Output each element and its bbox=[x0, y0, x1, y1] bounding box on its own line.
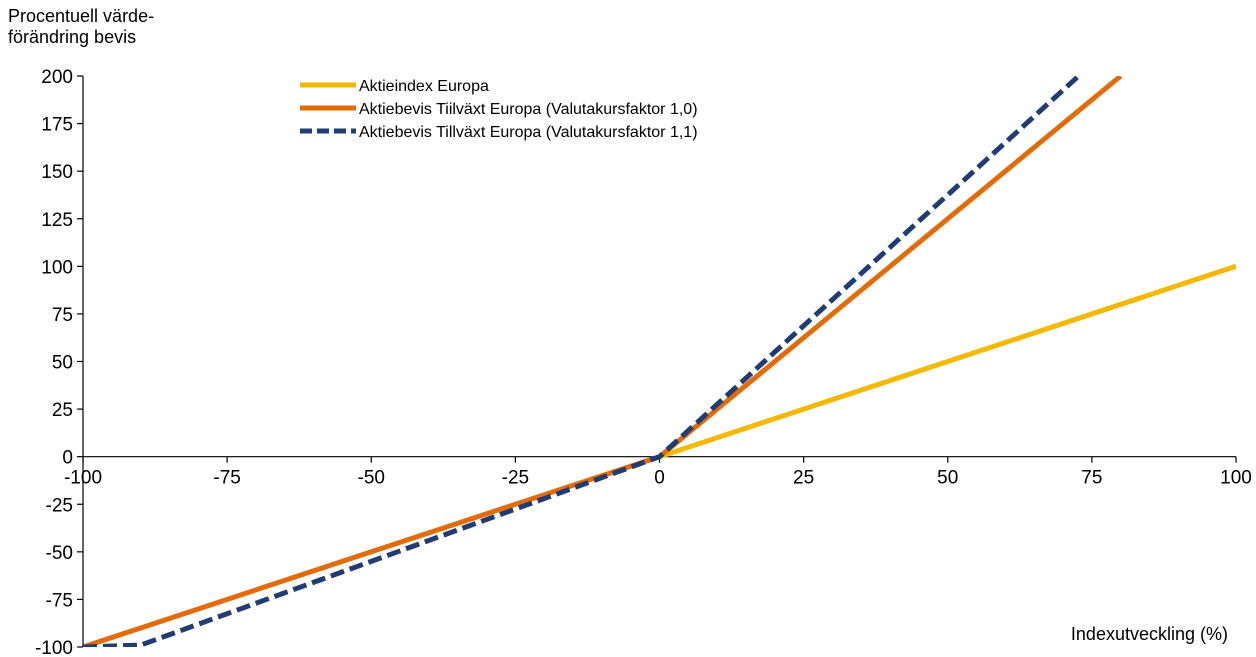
y-tick-label: -100 bbox=[35, 638, 73, 657]
y-axis-label-line-1: Procentuell värde- bbox=[8, 6, 155, 26]
x-tick-label: -25 bbox=[502, 468, 529, 489]
y-tick-label: 200 bbox=[41, 67, 73, 88]
y-tick-label: 75 bbox=[52, 305, 73, 326]
x-tick-label: 25 bbox=[793, 468, 814, 489]
legend: Aktieindex Europa Aktiebevis Tiilväxt Eur… bbox=[300, 78, 698, 141]
y-tick-label: 25 bbox=[52, 400, 73, 421]
axes: 200 175 150 125 100 75 50 25 0 -25 -50 -75 -100 -100 -… bbox=[35, 67, 1252, 657]
y-tick-label: 50 bbox=[52, 353, 73, 374]
x-tick-label: 75 bbox=[1081, 468, 1102, 489]
series-line-2 bbox=[83, 76, 1123, 647]
y-tick-label: 100 bbox=[41, 257, 73, 278]
x-tick-label: -50 bbox=[358, 468, 385, 489]
y-tick-label: -75 bbox=[46, 590, 73, 611]
x-tick-label: -75 bbox=[213, 468, 240, 489]
x-tick-label: 100 bbox=[1220, 468, 1252, 489]
y-tick-label: 175 bbox=[41, 115, 73, 136]
y-axis-label-line-2: förändring bevis bbox=[8, 27, 137, 47]
y-tick-label: 125 bbox=[41, 210, 73, 231]
x-tick-label: -100 bbox=[64, 468, 102, 489]
y-tick-label: 0 bbox=[62, 448, 73, 469]
y-tick-label: -25 bbox=[46, 495, 73, 516]
series-line-3 bbox=[83, 76, 1081, 647]
series-line-1 bbox=[658, 263, 1236, 460]
x-axis-label: Indexutveckling (%) bbox=[1070, 624, 1228, 644]
x-tick-label: 0 bbox=[654, 468, 665, 489]
legend-label-2: Aktiebevis Tiilväxt Europa (Valutakursfa… bbox=[359, 101, 698, 118]
legend-label-3: Aktiebevis Tillväxt Europa (Valutakursfa… bbox=[359, 124, 698, 141]
y-tick-label: 150 bbox=[41, 162, 73, 183]
x-tick-label: 50 bbox=[937, 468, 958, 489]
series-layer bbox=[83, 76, 1236, 647]
legend-label-1: Aktieindex Europa bbox=[359, 78, 489, 95]
y-tick-label: -50 bbox=[46, 543, 73, 564]
